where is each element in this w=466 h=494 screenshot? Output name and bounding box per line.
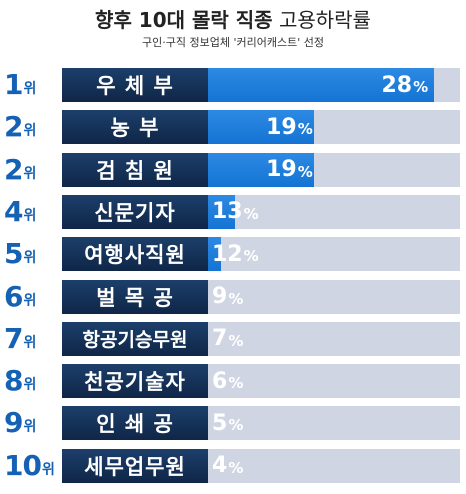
rank-label: 10 위 — [4, 447, 60, 485]
category-label: 여행사직원 — [62, 237, 208, 272]
rank-unit: 위 — [23, 123, 37, 140]
rank-number: 2 — [4, 110, 24, 144]
category-label: 항공기승무원 — [62, 321, 208, 356]
data-value: 28 — [381, 72, 413, 98]
rank-number: 10 — [4, 448, 42, 482]
data-unit: % — [297, 162, 313, 181]
rank-unit: 위 — [23, 81, 37, 97]
data-unit: % — [228, 458, 244, 477]
data-value: 9 — [212, 284, 228, 309]
rank-unit: 위 — [23, 165, 37, 182]
chart-subtitle: 구인·구직 정보업체 '커리어캐스트' 선정 — [142, 36, 324, 49]
data-value: 19 — [266, 114, 297, 140]
data-label: 9% — [212, 280, 243, 314]
rank-number: 1 — [4, 68, 24, 101]
rank-number: 4 — [4, 194, 24, 228]
category-label: 신문기자 — [62, 194, 208, 229]
category-label: 벌 목 공 — [62, 279, 208, 314]
category-label: 천공기술자 — [62, 364, 208, 399]
data-value: 12 — [212, 241, 243, 267]
rank-number: 5 — [4, 237, 24, 271]
rank-unit: 위 — [23, 207, 37, 224]
rank-unit: 위 — [23, 250, 37, 267]
data-value: 4 — [212, 453, 228, 479]
data-value: 6 — [212, 368, 228, 394]
data-unit: % — [228, 416, 244, 435]
data-unit: % — [297, 120, 313, 139]
data-value: 13 — [212, 199, 243, 225]
rank-number: 8 — [4, 364, 24, 398]
data-label: 5% — [212, 406, 243, 440]
chart-row: 10 위 세무업무원 4% — [0, 447, 466, 485]
data-label: 28% — [382, 68, 429, 102]
rank-unit: 위 — [23, 377, 37, 394]
data-label: 13% — [212, 195, 259, 229]
rank-unit: 위 — [41, 461, 55, 478]
data-label: 7% — [212, 322, 243, 356]
chart-header: 향후 10대 몰락 직종 고용하락률 구인·구직 정보업체 '커리어캐스트' 선… — [0, 0, 466, 64]
data-label: 19% — [266, 153, 313, 187]
chart-title: 향후 10대 몰락 직종 고용하락률 — [0, 4, 466, 33]
data-value: 5 — [212, 410, 228, 436]
data-label: 6% — [212, 364, 243, 398]
data-unit: % — [228, 374, 244, 393]
data-unit: % — [243, 247, 259, 266]
rank-number: 6 — [4, 279, 24, 313]
chart-title-metric: 고용하락률 — [278, 8, 371, 32]
rank-unit: 위 — [23, 419, 37, 436]
data-label: 4% — [212, 449, 243, 483]
rank-unit: 위 — [23, 334, 37, 351]
data-unit: % — [228, 331, 244, 350]
rank-number: 7 — [4, 321, 24, 355]
category-label: 세무업무원 — [62, 448, 208, 483]
rank-number: 2 — [4, 152, 24, 186]
data-value: 7 — [212, 326, 228, 352]
category-label: 인 쇄 공 — [62, 406, 208, 441]
chart-row: 4 위 신문기자 13% — [0, 193, 466, 231]
category-label: 검 침 원 — [62, 152, 208, 187]
data-label: 19% — [266, 110, 313, 144]
category-label: 우 체 부 — [62, 68, 208, 102]
category-label: 농 부 — [62, 110, 208, 145]
rank-number: 9 — [4, 406, 24, 440]
chart-row: 8 위 천공기술자 6% — [0, 362, 466, 400]
chart-row: 5 위 여행사직원 12% — [0, 235, 466, 273]
data-value: 19 — [266, 157, 297, 183]
data-unit: % — [413, 78, 429, 96]
data-label: 12% — [212, 237, 259, 271]
data-unit: % — [243, 204, 259, 223]
rank-unit: 위 — [23, 292, 37, 309]
chart-title-main: 향후 10대 몰락 직종 — [95, 8, 273, 32]
chart-row: 7 위 항공기승무원 7% — [0, 320, 466, 358]
data-unit: % — [228, 289, 244, 308]
